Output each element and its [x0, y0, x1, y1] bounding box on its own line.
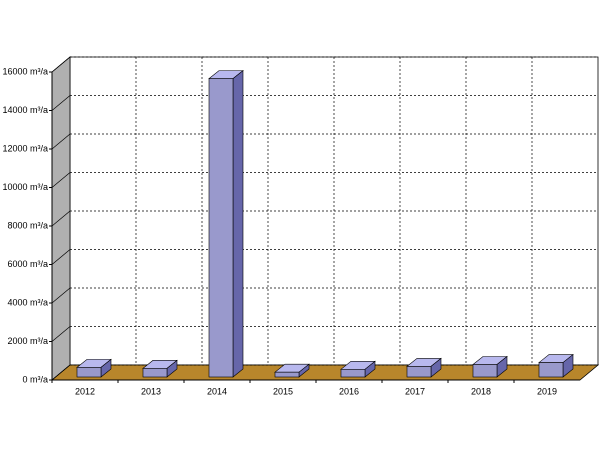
- bar: [340, 368, 366, 378]
- side-grid-line: [51, 249, 71, 265]
- bar: [274, 371, 300, 378]
- y-tick-label: 14000 m³/a: [2, 105, 48, 115]
- bar: [406, 366, 432, 378]
- side-grid-line: [51, 133, 71, 150]
- y-tick-label: 4000 m³/a: [7, 297, 48, 307]
- side-grid-line: [51, 56, 71, 73]
- bar: [472, 364, 498, 378]
- floor: [50, 364, 600, 381]
- y-tick-label: 8000 m³/a: [7, 220, 48, 230]
- y-tick-label: 16000 m³/a: [2, 66, 48, 76]
- x-tick-label: 2013: [141, 386, 161, 396]
- side-grid-line: [51, 364, 71, 381]
- bar: [142, 368, 168, 378]
- side-grid-line: [51, 326, 71, 342]
- x-tick-label: 2012: [75, 386, 95, 396]
- side-grid-line: [51, 172, 71, 188]
- bar: [208, 78, 234, 378]
- side-grid-line: [51, 210, 71, 227]
- x-tick-label: 2016: [339, 386, 359, 396]
- bar: [538, 362, 564, 378]
- bar-side: [232, 70, 244, 378]
- y-tick-label: 0 m³/a: [22, 374, 48, 384]
- y-tick-label: 10000 m³/a: [2, 182, 48, 192]
- x-tick-label: 2018: [471, 386, 491, 396]
- x-tick-label: 2019: [537, 386, 557, 396]
- x-tick-label: 2014: [207, 386, 227, 396]
- y-tick-label: 12000 m³/a: [2, 143, 48, 153]
- side-grid-line: [51, 95, 71, 111]
- y-tick-label: 6000 m³/a: [7, 259, 48, 269]
- x-tick-label: 2015: [273, 386, 293, 396]
- x-tick-label: 2017: [405, 386, 425, 396]
- y-tick-label: 2000 m³/a: [7, 336, 48, 346]
- side-grid-line: [51, 287, 71, 304]
- bar: [76, 367, 102, 378]
